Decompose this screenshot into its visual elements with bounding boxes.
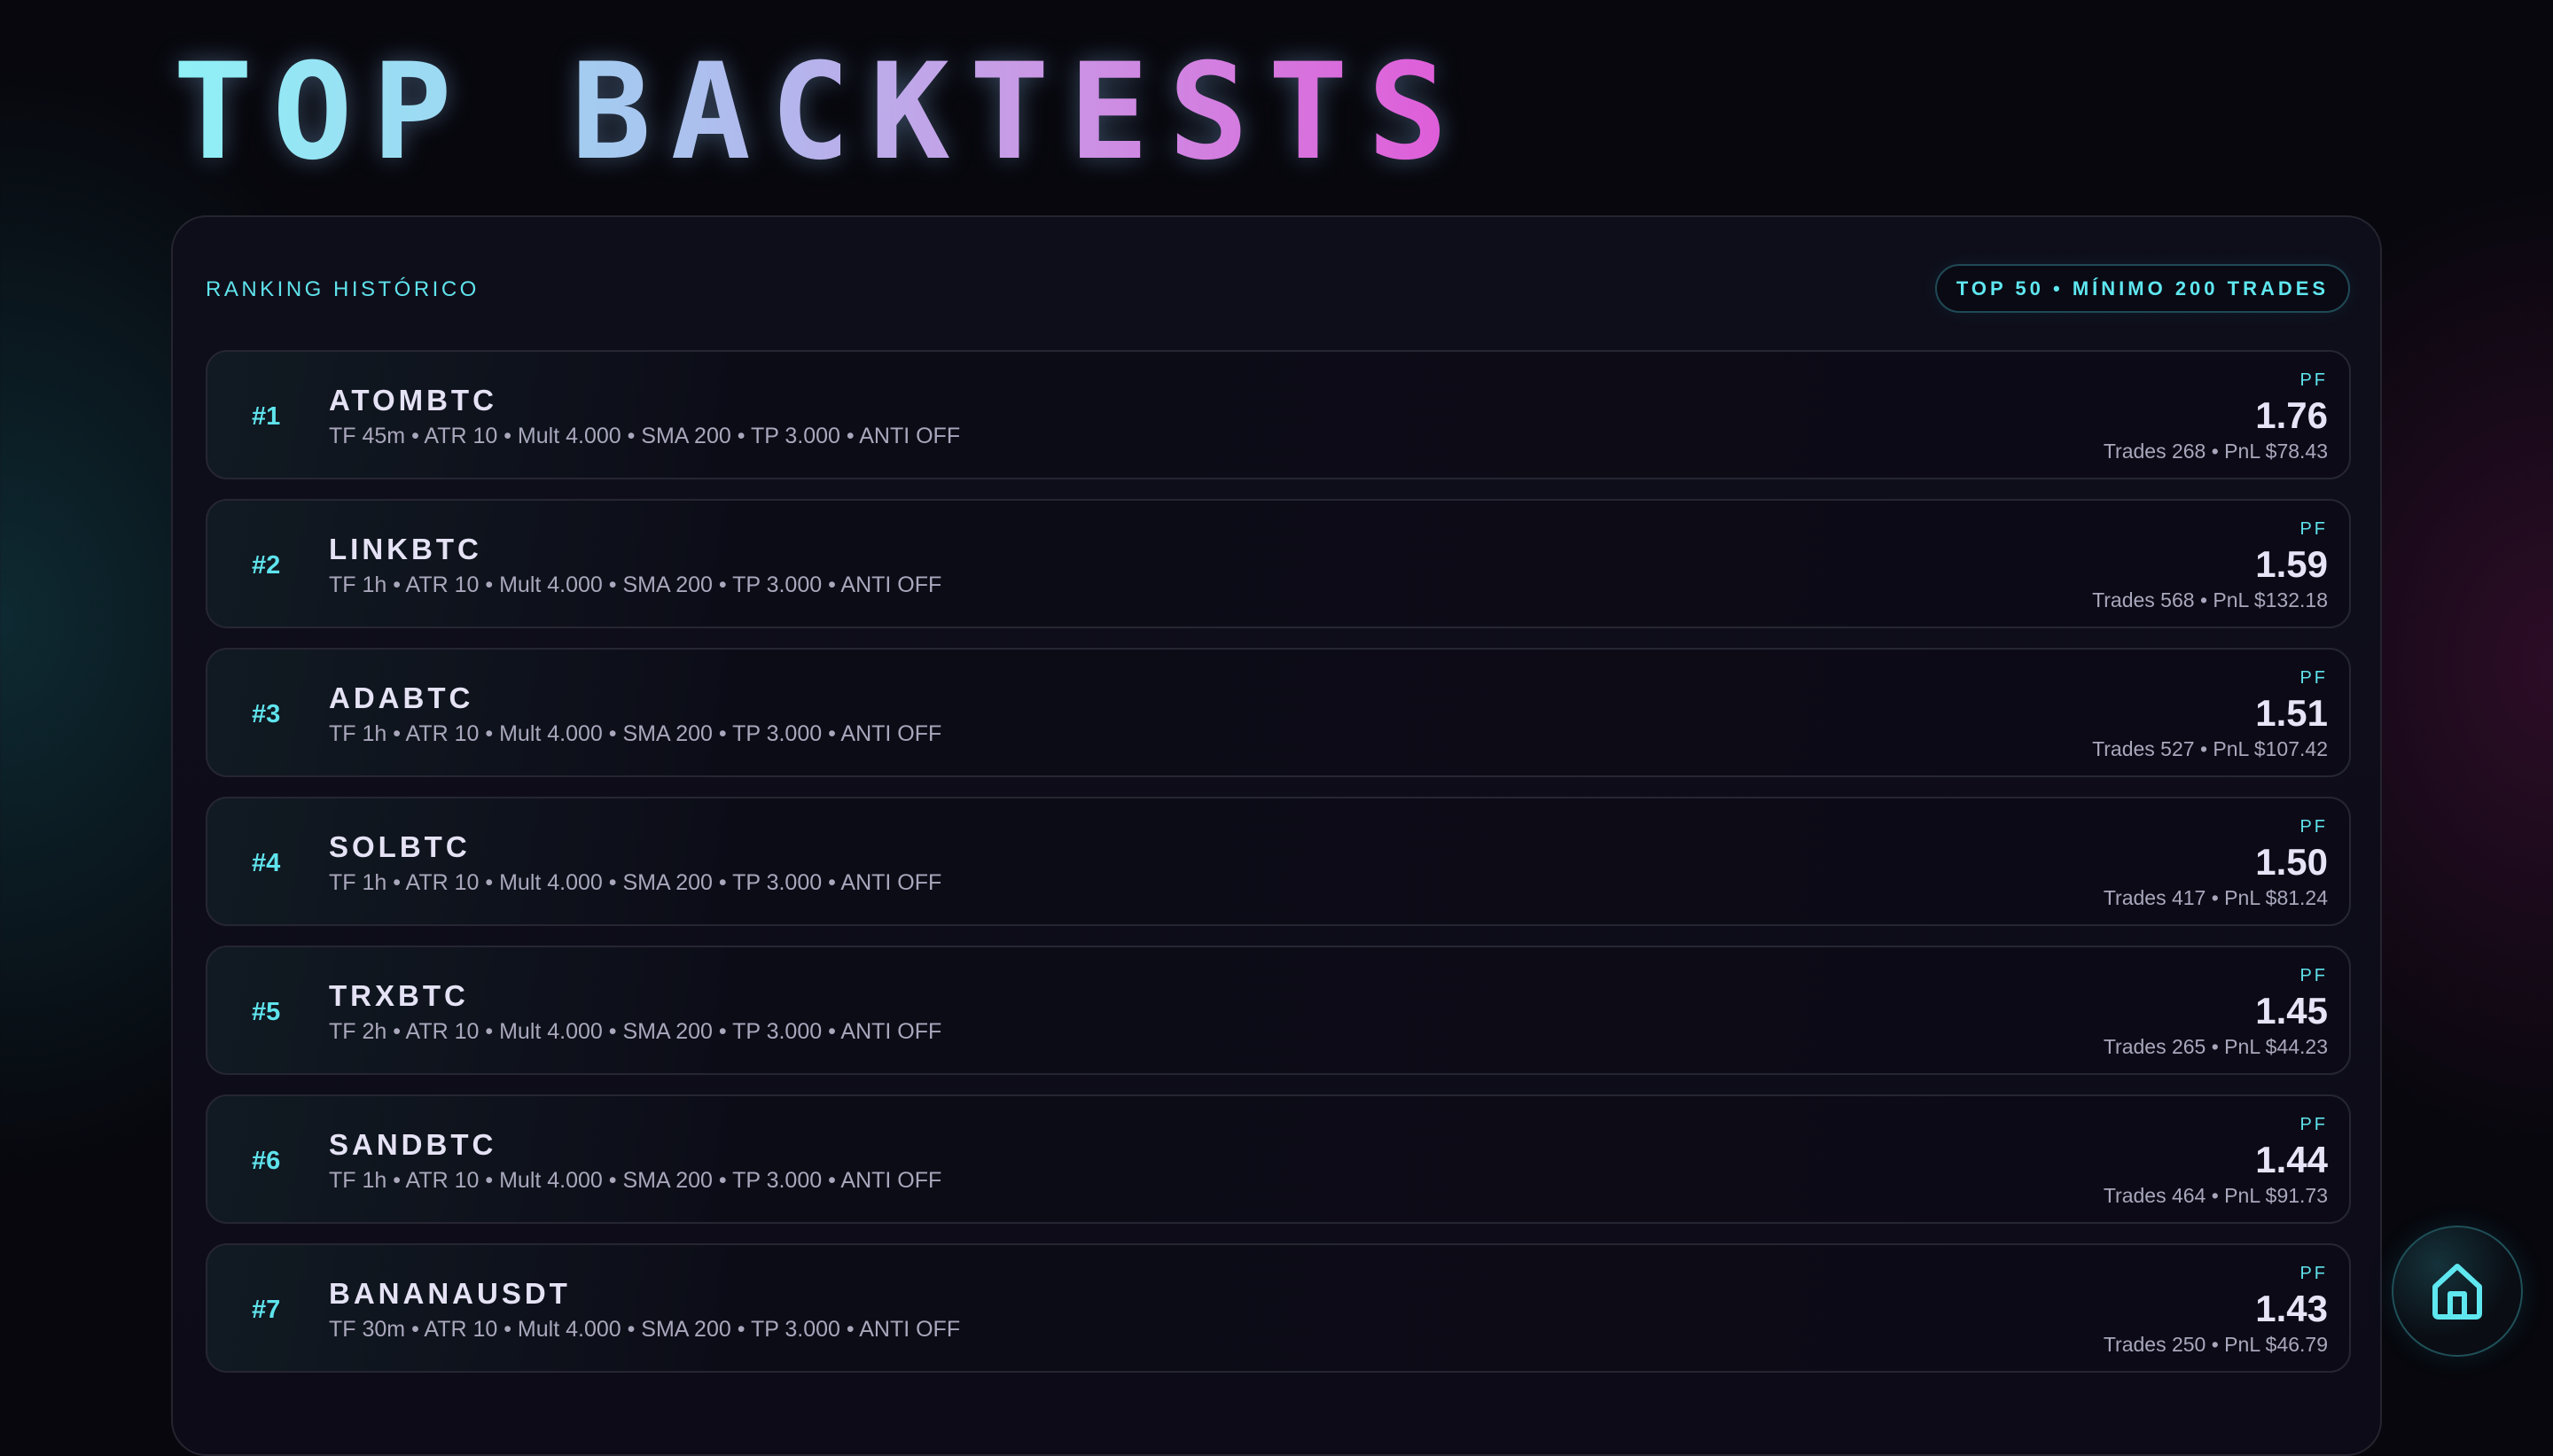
pf-value: 1.50 [2255,841,2328,883]
ranking-row[interactable]: #2 LINKBTC TF 1h • ATR 10 • Mult 4.000 • S… [206,499,2351,628]
ranking-row[interactable]: #5 TRXBTC TF 2h • ATR 10 • Mult 4.000 • SM… [206,946,2351,1075]
rank-number: #5 [252,997,281,1026]
trade-stats: Trades 464 • PnL $91.73 [2103,1184,2328,1207]
trade-stats: Trades 265 • PnL $44.23 [2103,1035,2328,1058]
ranking-row[interactable]: #7 BANANAUSDT TF 30m • ATR 10 • Mult 4.000… [206,1243,2351,1373]
home-button[interactable] [2392,1226,2523,1357]
strategy-params: TF 1h • ATR 10 • Mult 4.000 • SMA 200 • … [329,721,942,746]
trade-stats: Trades 268 • PnL $78.43 [2103,440,2328,463]
strategy-params: TF 1h • ATR 10 • Mult 4.000 • SMA 200 • … [329,572,942,597]
strategy-params: TF 45m • ATR 10 • Mult 4.000 • SMA 200 •… [329,424,961,448]
ranking-row[interactable]: #3 ADABTC TF 1h • ATR 10 • Mult 4.000 • SM… [206,648,2351,777]
pf-value: 1.44 [2255,1139,2328,1180]
ranking-panel: RANKING HISTÓRICO TOP 50 • MÍNIMO 200 TR… [171,215,2382,1456]
trade-stats: Trades 417 • PnL $81.24 [2103,886,2328,909]
strategy-params: TF 1h • ATR 10 • Mult 4.000 • SMA 200 • … [329,870,942,895]
ranking-row[interactable]: #6 SANDBTC TF 1h • ATR 10 • Mult 4.000 • S… [206,1094,2351,1224]
panel-label: RANKING HISTÓRICO [206,277,480,301]
pf-value: 1.45 [2255,990,2328,1032]
pf-label: PF [2299,668,2328,688]
pf-label: PF [2299,1115,2328,1134]
pf-label: PF [2299,370,2328,390]
pf-label: PF [2299,1264,2328,1283]
symbol-name: SOLBTC [329,830,471,863]
symbol-name: ATOMBTC [329,384,497,417]
strategy-params: TF 30m • ATR 10 • Mult 4.000 • SMA 200 •… [329,1317,961,1342]
symbol-name: BANANAUSDT [329,1277,571,1310]
symbol-name: TRXBTC [329,979,469,1012]
pf-label: PF [2299,966,2328,985]
page-title: TOP BACKTESTS [173,35,1467,190]
home-icon [2432,1264,2482,1320]
trade-stats: Trades 527 • PnL $107.42 [2092,737,2328,760]
strategy-params: TF 2h • ATR 10 • Mult 4.000 • SMA 200 • … [329,1019,942,1044]
pf-value: 1.59 [2255,543,2328,585]
pf-value: 1.51 [2255,692,2328,734]
rank-number: #2 [252,550,281,580]
rank-number: #7 [252,1295,281,1324]
ranking-row[interactable]: #4 SOLBTC TF 1h • ATR 10 • Mult 4.000 • SM… [206,797,2351,926]
symbol-name: LINKBTC [329,533,482,565]
ranking-row[interactable]: #1 ATOMBTC TF 45m • ATR 10 • Mult 4.000 • … [206,350,2351,479]
pf-label: PF [2299,519,2328,539]
filter-badge: TOP 50 • MÍNIMO 200 TRADES [1935,264,2350,313]
trade-stats: Trades 568 • PnL $132.18 [2092,588,2328,611]
rank-number: #6 [252,1146,281,1175]
symbol-name: SANDBTC [329,1128,497,1161]
symbol-name: ADABTC [329,681,474,714]
pf-value: 1.76 [2255,394,2328,436]
trade-stats: Trades 250 • PnL $46.79 [2103,1333,2328,1356]
rank-number: #1 [252,401,281,431]
pf-label: PF [2299,817,2328,837]
rank-number: #4 [252,848,281,877]
strategy-params: TF 1h • ATR 10 • Mult 4.000 • SMA 200 • … [329,1168,942,1193]
rank-number: #3 [252,699,281,728]
pf-value: 1.43 [2255,1288,2328,1329]
